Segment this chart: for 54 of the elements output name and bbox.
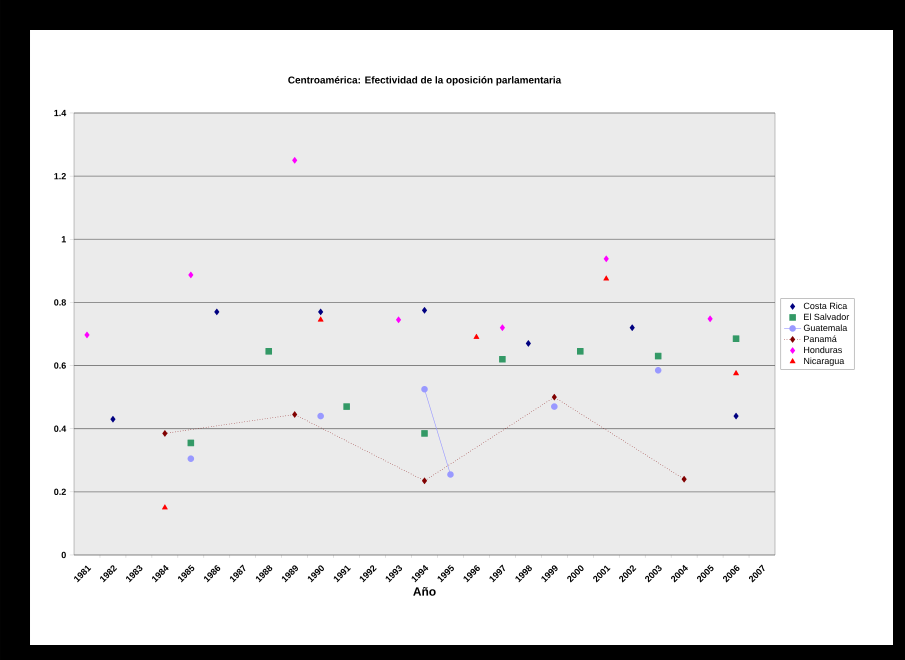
point <box>732 335 740 342</box>
point <box>292 157 298 164</box>
point <box>110 416 116 423</box>
y-tick-label: 1.2 <box>54 172 66 180</box>
point <box>188 440 194 446</box>
point <box>499 356 506 363</box>
point <box>603 275 610 281</box>
point <box>292 411 298 418</box>
point <box>500 324 505 331</box>
point <box>396 316 402 324</box>
point <box>188 272 194 278</box>
point <box>421 430 428 437</box>
point <box>552 394 557 400</box>
point <box>447 471 454 478</box>
point <box>162 430 168 437</box>
y-tick-label: 0.6 <box>54 362 66 369</box>
point <box>682 476 687 483</box>
point <box>474 334 480 339</box>
point <box>422 478 428 484</box>
point <box>421 386 428 393</box>
legend-label: Panamá <box>804 335 837 342</box>
x-axis-title: Año <box>413 587 436 596</box>
y-tick-label: 1 <box>62 236 66 242</box>
point <box>630 324 635 331</box>
legend-label: Nicaragua <box>804 357 844 366</box>
point <box>188 455 194 462</box>
legend-label: Honduras <box>804 346 842 354</box>
point <box>265 348 272 355</box>
point <box>551 403 558 410</box>
point <box>84 332 90 338</box>
point <box>162 504 168 510</box>
point <box>422 307 428 314</box>
point <box>734 412 739 420</box>
point <box>318 316 324 322</box>
y-tick-label: 0.4 <box>54 426 66 432</box>
point <box>214 308 220 316</box>
y-tick-label: 0 <box>62 552 66 558</box>
point <box>708 316 713 322</box>
chart-title: Centroamérica: Efectividad de la oposición parlamentaria <box>288 76 562 86</box>
legend-label: El Salvador <box>804 313 850 320</box>
point <box>576 348 584 355</box>
point <box>318 308 324 316</box>
point <box>526 340 531 347</box>
point <box>654 367 662 374</box>
point <box>604 256 609 262</box>
y-tick-label: 0.2 <box>54 488 66 496</box>
y-tick-label: 1.4 <box>54 110 66 116</box>
point <box>733 370 739 376</box>
legend-label: Costa Rica <box>804 302 848 310</box>
point <box>343 403 350 410</box>
legend-label: Guatemala <box>804 324 848 332</box>
point <box>654 352 662 360</box>
y-tick-label: 0.8 <box>54 299 66 306</box>
point <box>317 412 324 420</box>
